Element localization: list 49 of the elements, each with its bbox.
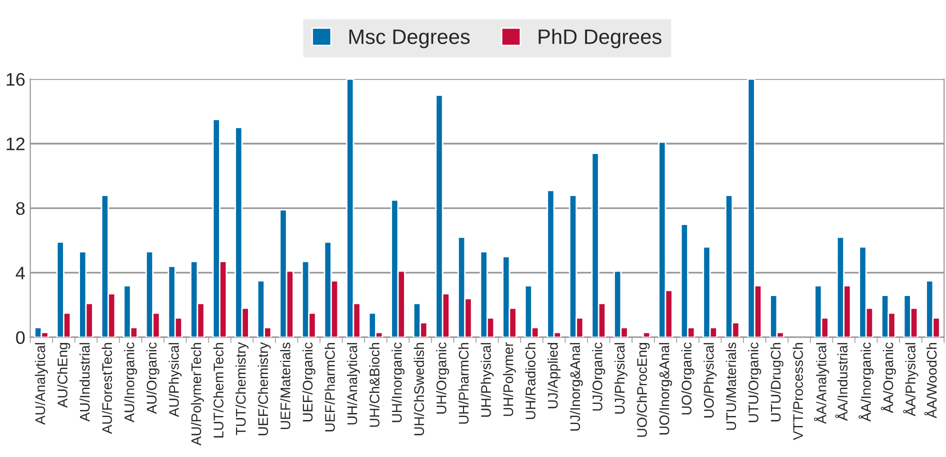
x-tick-label: UTU/Materials — [726, 342, 736, 430]
x-tick-label: UEF/Organic — [302, 342, 316, 422]
x-tick-label: UEF/Chemistry — [258, 342, 271, 436]
x-tick-label: UH/Analytical — [346, 343, 360, 424]
x-tick-label: UJ/Physical — [614, 343, 628, 414]
x-tick-label: VTT/ProcessCh — [792, 343, 803, 440]
x-tick-label: AU/ForestTech — [102, 343, 112, 434]
x-tick-label: UH/RadioCh — [525, 343, 536, 420]
x-tick-label: UO/Inorg&Anal — [659, 343, 672, 434]
x-tick-label: UTU/Organic — [748, 342, 762, 422]
y-tick-label: 8 — [16, 202, 25, 215]
x-tick-label: AU/Inorganic — [124, 342, 138, 422]
x-tick-label: UH/Ch&Bioch — [369, 343, 380, 427]
x-tick-label: UO/Organic — [681, 342, 694, 414]
y-tick-label: 16 — [6, 72, 25, 86]
x-tick-label: AU/Analytical — [34, 343, 48, 425]
y-tick-label: 12 — [6, 138, 25, 150]
x-tick-label: UEF/PharmCh — [324, 343, 335, 432]
x-tick-label: TUT/Chemistry — [236, 342, 248, 436]
x-tick-label: ÅA/Industrial — [835, 343, 848, 421]
x-tick-label: AU/Organic — [146, 342, 160, 414]
x-tick-label: ÅA/Inorganic — [858, 342, 874, 422]
x-tick-label: UH/ChSwedish — [414, 343, 424, 436]
x-tick-label: UEF/Materials — [280, 342, 290, 430]
x-tick-label: UH/Physical — [480, 343, 494, 417]
x-tick-label: AU/ChEng — [57, 343, 70, 408]
x-tick-label: UJ/Inorg&Anal — [570, 343, 583, 431]
x-tick-label: UJ/Organic — [592, 342, 606, 411]
x-tick-label: AU/Industrial — [80, 343, 90, 422]
x-tick-label: UH/Inorganic — [392, 342, 405, 422]
x-tick-label: UTU/DrugCh — [770, 343, 784, 422]
y-tick-label: 0 — [16, 331, 25, 344]
x-tick-label: UO/Physical — [704, 343, 717, 418]
x-tick-label: UH/Organic — [436, 342, 450, 414]
x-tick-label: UO/ChProcEng — [636, 343, 650, 437]
x-tick-label: ÅA/Organic — [880, 342, 896, 414]
x-tick-label: ÅA/WoodCh — [924, 343, 937, 418]
legend-label: PhD Degrees — [538, 28, 662, 48]
legend-label: Msc Degrees — [349, 30, 470, 48]
x-tick-label: LUT/ChemTech — [213, 343, 224, 438]
bar — [642, 332, 651, 338]
x-tick-label: ÅA/Physical — [903, 343, 918, 416]
x-tick-label: UH/PharmCh — [458, 343, 469, 424]
x-tick-label: UH/Polymer — [503, 342, 516, 416]
y-tick-label: 4 — [16, 266, 25, 280]
x-tick-label: AU/PolymerTech — [190, 343, 204, 446]
x-tick-label: UJ/Applied — [548, 343, 561, 408]
x-tick-label: ÅA/Analytical — [814, 343, 830, 424]
x-tick-label: AU/Physical — [168, 343, 182, 417]
